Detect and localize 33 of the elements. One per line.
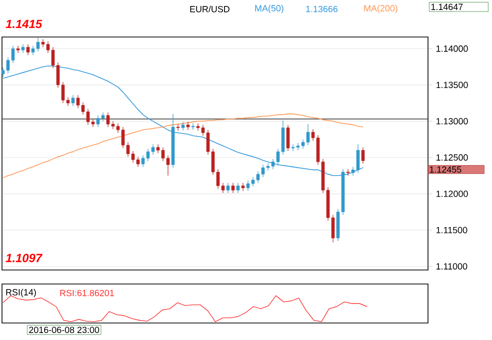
candlestick — [21, 44, 25, 54]
candlestick — [16, 45, 20, 54]
candlestick — [286, 124, 290, 152]
candlestick — [71, 94, 75, 106]
text: 1.14647 — [431, 4, 463, 10]
y-tick-label: 1.11000 — [436, 263, 468, 270]
candlestick — [186, 122, 190, 130]
y-tick-label: 1.12000 — [436, 190, 468, 197]
text: 2016-06-08 23:00 — [29, 326, 100, 334]
candlestick — [226, 182, 230, 194]
y-tick-label: 1.11500 — [436, 226, 468, 234]
y-tick-label: 1.12500 — [436, 154, 468, 161]
candlestick — [26, 44, 30, 56]
candlestick — [191, 123, 195, 130]
candlestick — [181, 122, 185, 131]
y-tick-label: 1.13500 — [436, 82, 468, 88]
annotation: 1.1097 — [6, 254, 43, 262]
chart-title: EUR/USD — [190, 6, 230, 12]
annotation: RSI:61.86201 — [60, 290, 114, 296]
text: 1.13666 — [306, 6, 338, 12]
y-tick-label: 1.14000 — [436, 45, 468, 52]
candlestick — [236, 182, 240, 194]
candlestick — [361, 147, 365, 164]
candlestick — [241, 182, 245, 192]
y-tick-label: 1.13000 — [436, 118, 468, 124]
text: MA(200) — [364, 4, 398, 14]
text: MA(50) — [255, 4, 284, 14]
chart-title: RSI(14) — [6, 288, 36, 298]
candlestick — [231, 182, 235, 194]
text: 1.1415 — [6, 20, 42, 28]
candlestick — [346, 168, 350, 176]
text: 1.12455 — [430, 166, 462, 173]
candlestick — [176, 124, 180, 131]
